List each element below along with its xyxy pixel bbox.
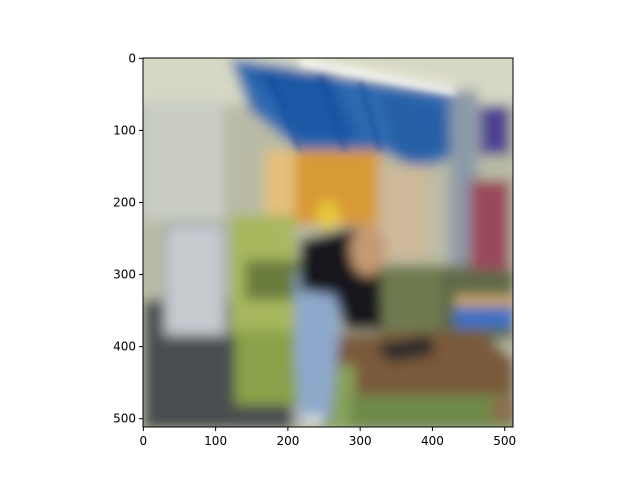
x-axis: 0 100 200 300 400 500 <box>140 427 516 448</box>
y-tick-label: 400 <box>113 340 136 354</box>
y-tick-label: 500 <box>113 412 136 426</box>
y-tick-label: 200 <box>113 196 136 210</box>
y-tick-label: 0 <box>128 51 136 65</box>
x-tick-label: 400 <box>421 434 444 448</box>
axes-frame <box>142 57 514 428</box>
x-tick-label: 0 <box>140 434 148 448</box>
photo <box>143 58 513 427</box>
y-tick-label: 100 <box>113 123 136 137</box>
x-tick-label: 100 <box>204 434 227 448</box>
y-tick-label: 300 <box>113 268 136 282</box>
y-axis: 0 100 200 300 400 500 <box>113 51 143 426</box>
x-tick-label: 200 <box>276 434 299 448</box>
x-tick-label: 500 <box>493 434 516 448</box>
x-tick-label: 300 <box>349 434 372 448</box>
